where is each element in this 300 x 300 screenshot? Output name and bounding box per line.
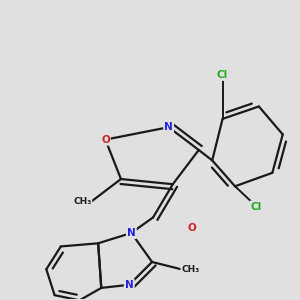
Text: CH₃: CH₃ — [181, 265, 200, 274]
Text: N: N — [164, 122, 173, 132]
Text: O: O — [188, 223, 196, 233]
Text: N: N — [125, 280, 134, 290]
Text: N: N — [127, 228, 136, 238]
Text: CH₃: CH₃ — [73, 197, 91, 206]
Text: Cl: Cl — [251, 202, 262, 212]
Text: Cl: Cl — [217, 70, 228, 80]
Text: O: O — [101, 135, 110, 145]
